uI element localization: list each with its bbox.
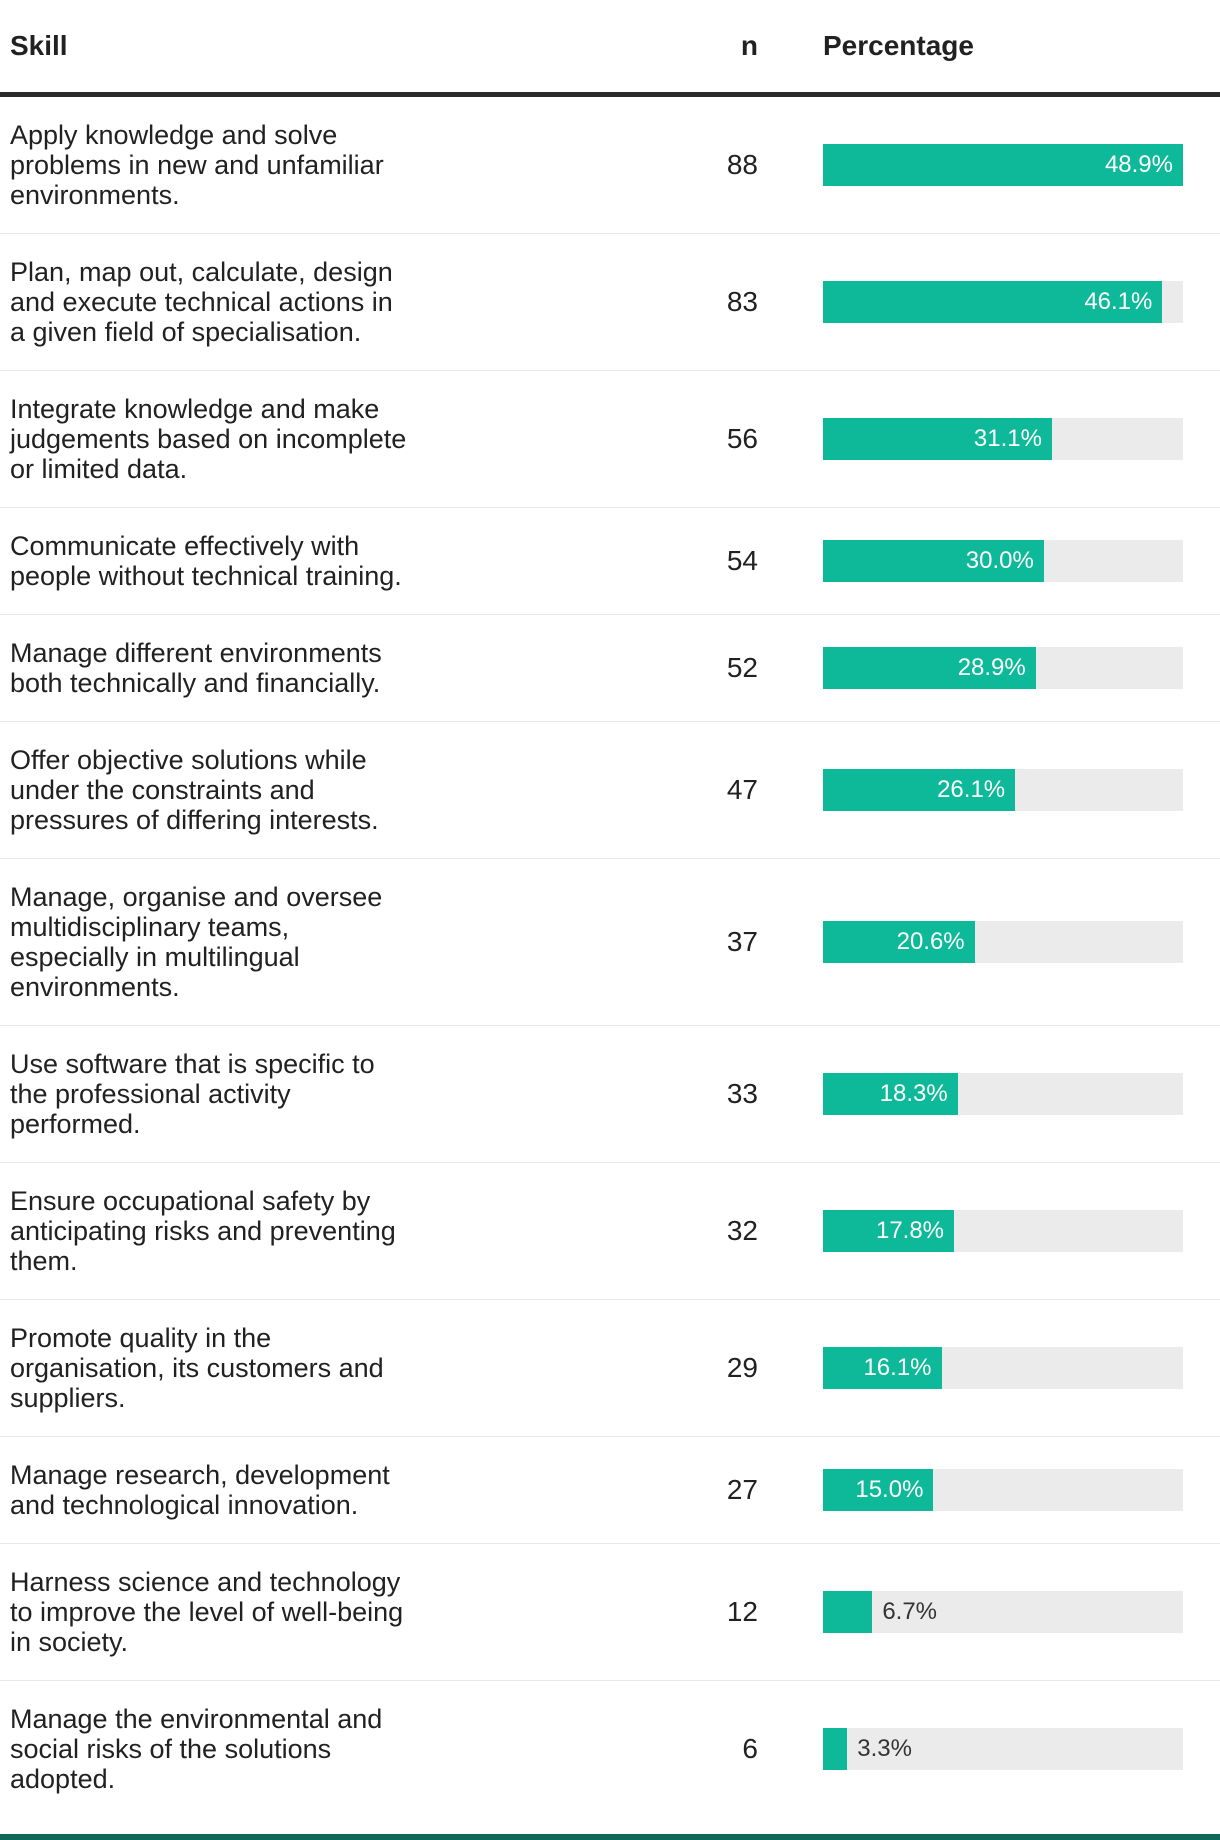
percentage-cell: 46.1% [823,281,1183,323]
table-body: Apply knowledge and solve problems in ne… [0,97,1220,1817]
bar-fill: 16.1% [823,1347,942,1389]
percentage-cell: 17.8% [823,1210,1183,1252]
percentage-cell: 26.1% [823,769,1183,811]
table-row: Manage different environments both techn… [0,614,1220,721]
table-row: Integrate knowledge and make judgements … [0,370,1220,507]
n-cell: 88 [726,149,758,180]
percentage-cell: 30.0% [823,540,1183,582]
bar-track: 46.1% [823,281,1183,323]
n-cell: 6 [742,1733,758,1764]
bar-value-label: 6.7% [882,1598,938,1625]
skill-cell: Ensure occupational safety by anticipati… [10,1186,396,1276]
n-cell: 33 [726,1078,758,1109]
table-row: Communicate effectively with people with… [0,507,1220,614]
bar-value-label: 48.9% [1104,151,1173,178]
n-cell: 37 [726,926,758,957]
n-cell: 12 [726,1596,758,1627]
n-cell: 54 [726,545,758,576]
n-cell: 29 [726,1352,758,1383]
bar-value-label: 3.3% [857,1735,912,1762]
bar-fill: 17.8% [823,1210,955,1252]
bar-value-label: 15.0% [855,1476,924,1503]
table-row: Harness science and technology to improv… [0,1543,1220,1680]
bar-fill: 26.1% [823,769,1016,811]
bar-track: 20.6% [823,921,1183,963]
table-row: Manage, organise and oversee multidiscip… [0,858,1220,1025]
bar-fill: 31.1% [823,418,1052,460]
table-row: Plan, map out, calculate, design and exe… [0,233,1220,370]
table-row: Ensure occupational safety by anticipati… [0,1162,1220,1299]
table-header-row: Skill n Percentage [0,0,1220,97]
skill-cell: Plan, map out, calculate, design and exe… [10,257,393,347]
bar-value-label: 17.8% [875,1217,945,1244]
percentage-cell: 18.3% [823,1073,1183,1115]
skill-cell: Manage the environmental and social risk… [10,1704,383,1794]
bar-value-label: 30.0% [965,547,1034,574]
bar-track: 6.7% [823,1591,1183,1633]
bar-fill: 6.7% [823,1591,937,1633]
bar-track: 31.1% [823,418,1183,460]
skill-cell: Use software that is specific to the pro… [10,1049,375,1139]
bar-value-label: 20.6% [896,928,965,955]
skill-cell: Promote quality in the organisation, its… [10,1323,384,1413]
percentage-cell: 15.0% [823,1469,1183,1511]
skill-cell: Manage different environments both techn… [10,638,382,698]
bar-value-label: 31.1% [973,425,1042,452]
skill-cell: Manage research, development and technol… [10,1460,390,1520]
percentage-cell: 31.1% [823,418,1183,460]
skill-cell: Offer objective solutions while under th… [10,745,379,835]
bar-track: 26.1% [823,769,1183,811]
table-row: Promote quality in the organisation, its… [0,1299,1220,1436]
n-cell: 32 [726,1215,758,1246]
skill-cell: Manage, organise and oversee multidiscip… [10,882,383,1002]
column-header-n: n [740,30,758,61]
bar-value-label: 46.1% [1084,288,1153,315]
bar-fill: 20.6% [823,921,975,963]
bar-value-label: 18.3% [879,1080,948,1107]
bar-fill: 18.3% [823,1073,958,1115]
percentage-cell: 20.6% [823,921,1183,963]
bar-fill: 28.9% [823,647,1036,689]
n-cell: 27 [726,1474,758,1505]
bar-value-label: 26.1% [937,776,1006,803]
n-cell: 56 [726,423,758,454]
bar-track: 18.3% [823,1073,1183,1115]
percentage-cell: 3.3% [823,1728,1183,1770]
skill-cell: Apply knowledge and solve problems in ne… [10,120,384,210]
percentage-cell: 16.1% [823,1347,1183,1389]
table-bottom-rule [0,1834,1220,1840]
bar-value-label: 16.1% [863,1354,932,1381]
table-row: Offer objective solutions while under th… [0,721,1220,858]
column-header-percentage: Percentage [823,30,974,61]
bar-fill: 46.1% [823,281,1163,323]
table-row: Use software that is specific to the pro… [0,1025,1220,1162]
percentage-cell: 48.9% [823,144,1183,186]
bar-value-label: 28.9% [957,654,1026,681]
bar-fill: 15.0% [823,1469,934,1511]
bar-fill: 48.9% [823,144,1183,186]
bar-track: 15.0% [823,1469,1183,1511]
bar-fill: 30.0% [823,540,1044,582]
skill-cell: Communicate effectively with people with… [10,531,402,591]
percentage-cell: 6.7% [823,1591,1183,1633]
table-row: Manage research, development and technol… [0,1436,1220,1543]
bar-track: 17.8% [823,1210,1183,1252]
percentage-cell: 28.9% [823,647,1183,689]
table-row: Manage the environmental and social risk… [0,1680,1220,1817]
bar-track: 28.9% [823,647,1183,689]
table-row: Apply knowledge and solve problems in ne… [0,97,1220,233]
column-header-skill: Skill [10,30,68,61]
bar-track: 3.3% [823,1728,1183,1770]
bar-track: 16.1% [823,1347,1183,1389]
n-cell: 52 [726,652,758,683]
bar-track: 48.9% [823,144,1183,186]
skill-cell: Integrate knowledge and make judgements … [10,394,407,484]
skill-cell: Harness science and technology to improv… [10,1567,404,1657]
n-cell: 83 [726,286,758,317]
n-cell: 47 [726,774,758,805]
bar-track: 30.0% [823,540,1183,582]
bar-fill: 3.3% [823,1728,912,1770]
